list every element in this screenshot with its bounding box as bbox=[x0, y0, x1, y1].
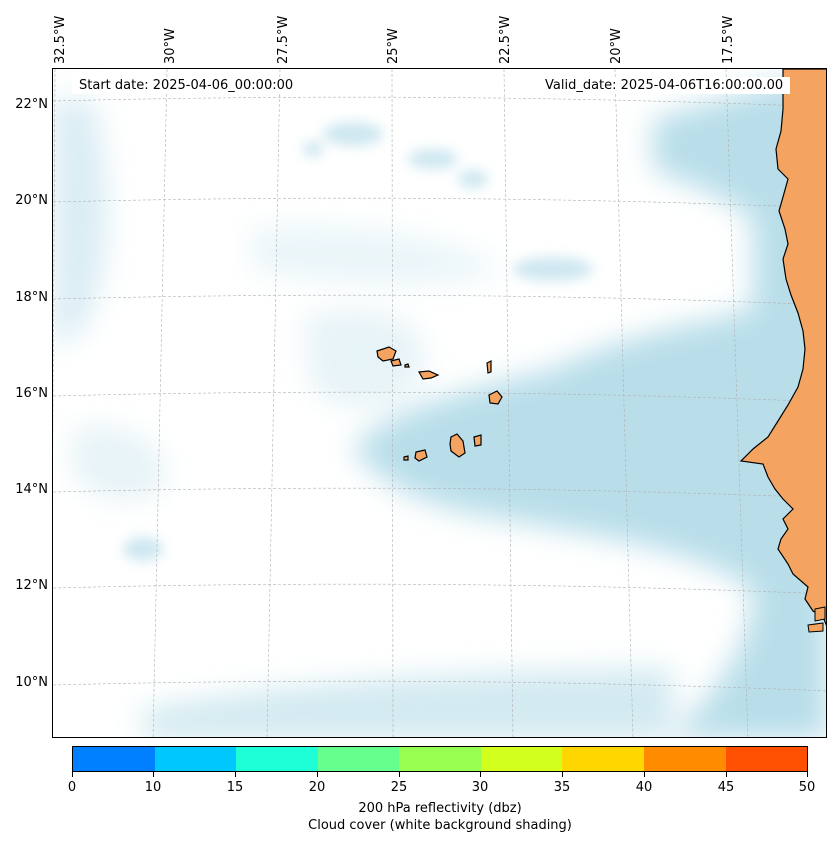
colorbar-tick-label: 35 bbox=[553, 780, 571, 795]
meridian bbox=[152, 69, 168, 737]
colorbar-tick bbox=[235, 772, 236, 777]
lon-label-32-5w: 32.5°W bbox=[53, 15, 68, 64]
colorbar-segment bbox=[562, 747, 644, 771]
cloud-patch-sw bbox=[73, 427, 165, 500]
cloud-spot bbox=[303, 141, 323, 157]
colorbar-tick-label: 25 bbox=[390, 780, 408, 795]
colorbar-tick-label: 15 bbox=[226, 780, 244, 795]
cloud-band-south bbox=[143, 669, 673, 737]
lat-label-16n: 16°N bbox=[15, 386, 48, 401]
cloud-spot bbox=[323, 122, 383, 146]
island-santo-antao bbox=[376, 346, 397, 362]
colorbar-tick bbox=[480, 772, 481, 777]
island-sao-vicente bbox=[390, 358, 402, 367]
meridian bbox=[614, 69, 634, 737]
parallel bbox=[53, 583, 826, 595]
colorbar-segment bbox=[725, 747, 808, 771]
meridian bbox=[266, 69, 281, 737]
island-boa-vista bbox=[488, 390, 503, 405]
colorbar-tick bbox=[807, 772, 808, 777]
colorbar-tick-label: 40 bbox=[635, 780, 653, 795]
meridian bbox=[725, 69, 749, 737]
parallel bbox=[53, 96, 826, 108]
colorbar-segment bbox=[154, 747, 237, 771]
island-fogo bbox=[414, 449, 428, 462]
colorbar-segment bbox=[643, 747, 726, 771]
lat-label-10n: 10°N bbox=[15, 675, 48, 690]
start-date-label: Start date: 2025-04-06_00:00:00 bbox=[72, 77, 301, 94]
african-coast-islet bbox=[807, 622, 824, 633]
meridian bbox=[391, 69, 394, 737]
colorbar-tick-label: 20 bbox=[308, 780, 326, 795]
cape-verde-islands bbox=[376, 346, 503, 462]
colorbar-segment bbox=[236, 747, 318, 771]
african-coast-islet bbox=[814, 606, 826, 622]
colorbar-tick bbox=[317, 772, 318, 777]
lat-label-22n: 22°N bbox=[15, 97, 48, 112]
colorbar-tick-label: 0 bbox=[67, 780, 77, 795]
island-sao-nicolau bbox=[418, 370, 440, 380]
lat-label-12n: 12°N bbox=[15, 578, 48, 593]
meridian bbox=[503, 69, 514, 737]
parallel bbox=[53, 197, 826, 209]
african-coast-landmass bbox=[739, 69, 826, 626]
colorbar-segment bbox=[399, 747, 481, 771]
lon-label-27-5w: 27.5°W bbox=[276, 15, 291, 64]
lon-label-20w: 20°W bbox=[609, 28, 624, 64]
cloud-spot bbox=[408, 149, 458, 169]
colorbar-label: 200 hPa reflectivity (dbz) bbox=[358, 801, 522, 816]
colorbar-tick bbox=[72, 772, 73, 777]
colorbar-segment bbox=[317, 747, 400, 771]
colorbar-tick bbox=[399, 772, 400, 777]
colorbar-tick-label: 45 bbox=[717, 780, 735, 795]
cloud-band-west bbox=[53, 99, 107, 349]
graticule bbox=[53, 69, 826, 737]
parallel bbox=[53, 294, 826, 306]
colorbar-sublabel: Cloud cover (white background shading) bbox=[308, 818, 572, 833]
cloud-band-east bbox=[353, 69, 826, 737]
parallel bbox=[53, 487, 826, 499]
cloud-spot bbox=[458, 170, 488, 188]
colorbar-segment bbox=[73, 747, 155, 771]
colorbar-tick-label: 30 bbox=[471, 780, 489, 795]
cloud-patch-north bbox=[253, 226, 503, 284]
parallel bbox=[53, 680, 826, 692]
lat-label-14n: 14°N bbox=[15, 482, 48, 497]
island-santa-luzia bbox=[404, 363, 410, 368]
island-santiago bbox=[449, 433, 466, 458]
colorbar-tick bbox=[726, 772, 727, 777]
colorbar-tick-label: 10 bbox=[144, 780, 162, 795]
lon-label-25w: 25°W bbox=[386, 28, 401, 64]
lon-label-30w: 30°W bbox=[163, 28, 178, 64]
valid-date-label: Valid_date: 2025-04-06T16:00:00.00 bbox=[538, 77, 791, 94]
colorbar-tick-label: 50 bbox=[798, 780, 816, 795]
colorbar-tick bbox=[562, 772, 563, 777]
parallel bbox=[53, 391, 826, 403]
colorbar-tick bbox=[644, 772, 645, 777]
map-panel bbox=[52, 68, 827, 738]
colorbar bbox=[72, 746, 808, 772]
lat-label-18n: 18°N bbox=[15, 290, 48, 305]
meridian bbox=[53, 69, 56, 455]
island-sal bbox=[486, 360, 492, 374]
map-canvas bbox=[53, 69, 826, 737]
cloud-cover bbox=[53, 69, 826, 737]
colorbar-segment bbox=[480, 747, 563, 771]
cloud-patch-central bbox=[303, 311, 425, 407]
lat-label-20n: 20°N bbox=[15, 193, 48, 208]
lon-label-22-5w: 22.5°W bbox=[498, 15, 513, 64]
cloud-spot bbox=[123, 537, 163, 561]
island-maio bbox=[473, 434, 482, 447]
island-brava bbox=[403, 455, 409, 461]
colorbar-tick bbox=[153, 772, 154, 777]
cloud-spot bbox=[513, 257, 593, 281]
lon-label-17-5w: 17.5°W bbox=[721, 15, 736, 64]
